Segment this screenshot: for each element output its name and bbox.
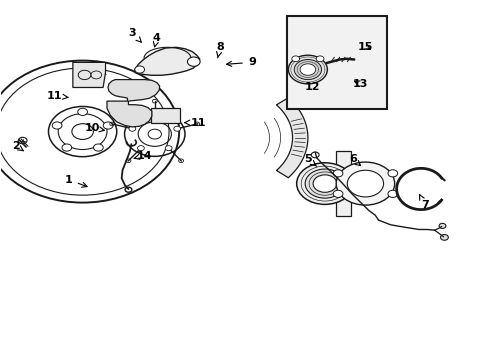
Circle shape xyxy=(312,175,336,192)
Circle shape xyxy=(332,190,342,197)
Text: 6: 6 xyxy=(348,154,360,166)
Circle shape xyxy=(311,152,319,158)
Text: 13: 13 xyxy=(352,79,367,89)
Circle shape xyxy=(103,122,113,129)
Circle shape xyxy=(151,114,158,119)
Circle shape xyxy=(137,145,144,150)
Text: 12: 12 xyxy=(305,82,320,93)
Circle shape xyxy=(387,190,397,197)
Polygon shape xyxy=(107,80,159,127)
Text: 1: 1 xyxy=(65,175,87,187)
Text: 4: 4 xyxy=(152,33,161,47)
Circle shape xyxy=(296,163,352,204)
Text: 5: 5 xyxy=(304,154,316,166)
Circle shape xyxy=(335,162,394,205)
Text: 11: 11 xyxy=(184,118,205,128)
Circle shape xyxy=(52,122,62,129)
Text: 2: 2 xyxy=(12,141,23,151)
Polygon shape xyxy=(335,151,350,216)
Circle shape xyxy=(291,56,299,62)
Circle shape xyxy=(346,170,383,197)
Polygon shape xyxy=(276,98,307,178)
Circle shape xyxy=(316,56,324,62)
Circle shape xyxy=(300,64,315,75)
Circle shape xyxy=(187,57,200,66)
Circle shape xyxy=(72,124,93,139)
Text: 15: 15 xyxy=(357,42,372,51)
Text: 10: 10 xyxy=(84,123,104,133)
Circle shape xyxy=(332,170,342,177)
Polygon shape xyxy=(151,108,180,123)
Circle shape xyxy=(387,170,397,177)
Circle shape xyxy=(62,144,72,151)
Circle shape xyxy=(173,126,180,131)
Polygon shape xyxy=(135,47,199,75)
Text: 14: 14 xyxy=(134,150,152,161)
Circle shape xyxy=(438,224,445,228)
Circle shape xyxy=(78,108,87,116)
Circle shape xyxy=(135,66,144,73)
Circle shape xyxy=(440,234,447,240)
Bar xyxy=(287,16,386,109)
Circle shape xyxy=(93,144,103,151)
Text: 9: 9 xyxy=(226,57,255,67)
Text: 11: 11 xyxy=(46,91,68,101)
Polygon shape xyxy=(73,62,105,87)
Text: 8: 8 xyxy=(216,42,224,58)
Circle shape xyxy=(129,126,136,131)
Circle shape xyxy=(305,169,344,198)
Circle shape xyxy=(288,55,327,84)
Text: 3: 3 xyxy=(128,28,141,42)
Circle shape xyxy=(294,59,321,80)
Circle shape xyxy=(165,145,172,150)
Text: 7: 7 xyxy=(419,194,428,210)
